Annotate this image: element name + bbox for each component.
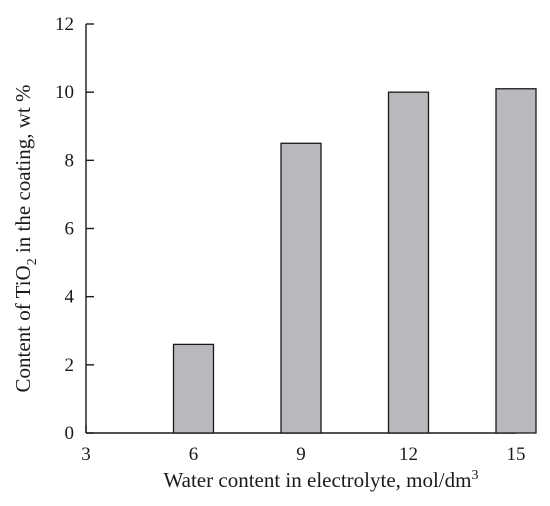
x-axis-title-text: Water content in electrolyte, mol/dm	[164, 468, 472, 492]
y-tick-label: 2	[65, 355, 75, 376]
y-tick-label: 8	[65, 150, 75, 171]
y-ticks: 0 2 4 6 8 10 12	[55, 14, 94, 444]
y-tick-label: 0	[65, 423, 75, 444]
bar-15	[495, 88, 537, 434]
x-tick-label: 15	[507, 444, 526, 465]
y-axis-title: Content of TiO2 in the coating, wt %	[11, 85, 40, 393]
y-tick-label: 6	[65, 219, 75, 240]
y-tick-label: 12	[55, 14, 74, 35]
bars	[172, 88, 537, 434]
x-tick-label: 3	[81, 444, 91, 465]
y-axis-title-subscript: 2	[25, 258, 40, 265]
bar-6	[172, 343, 215, 434]
y-axis-title-suffix: in the coating, wt %	[11, 85, 35, 259]
bar-9	[280, 142, 322, 434]
x-tick-label: 9	[296, 444, 306, 465]
x-axis-title: Water content in electrolyte, mol/dm3	[164, 468, 479, 492]
bar-12	[387, 91, 430, 434]
y-tick-label: 10	[55, 82, 74, 103]
x-tick-label: 12	[399, 444, 418, 465]
x-axis-title-superscript: 3	[471, 468, 478, 483]
y-tick-label: 4	[65, 287, 75, 308]
y-axis-title-prefix: Content of TiO	[11, 265, 35, 392]
x-tick-label: 6	[189, 444, 199, 465]
